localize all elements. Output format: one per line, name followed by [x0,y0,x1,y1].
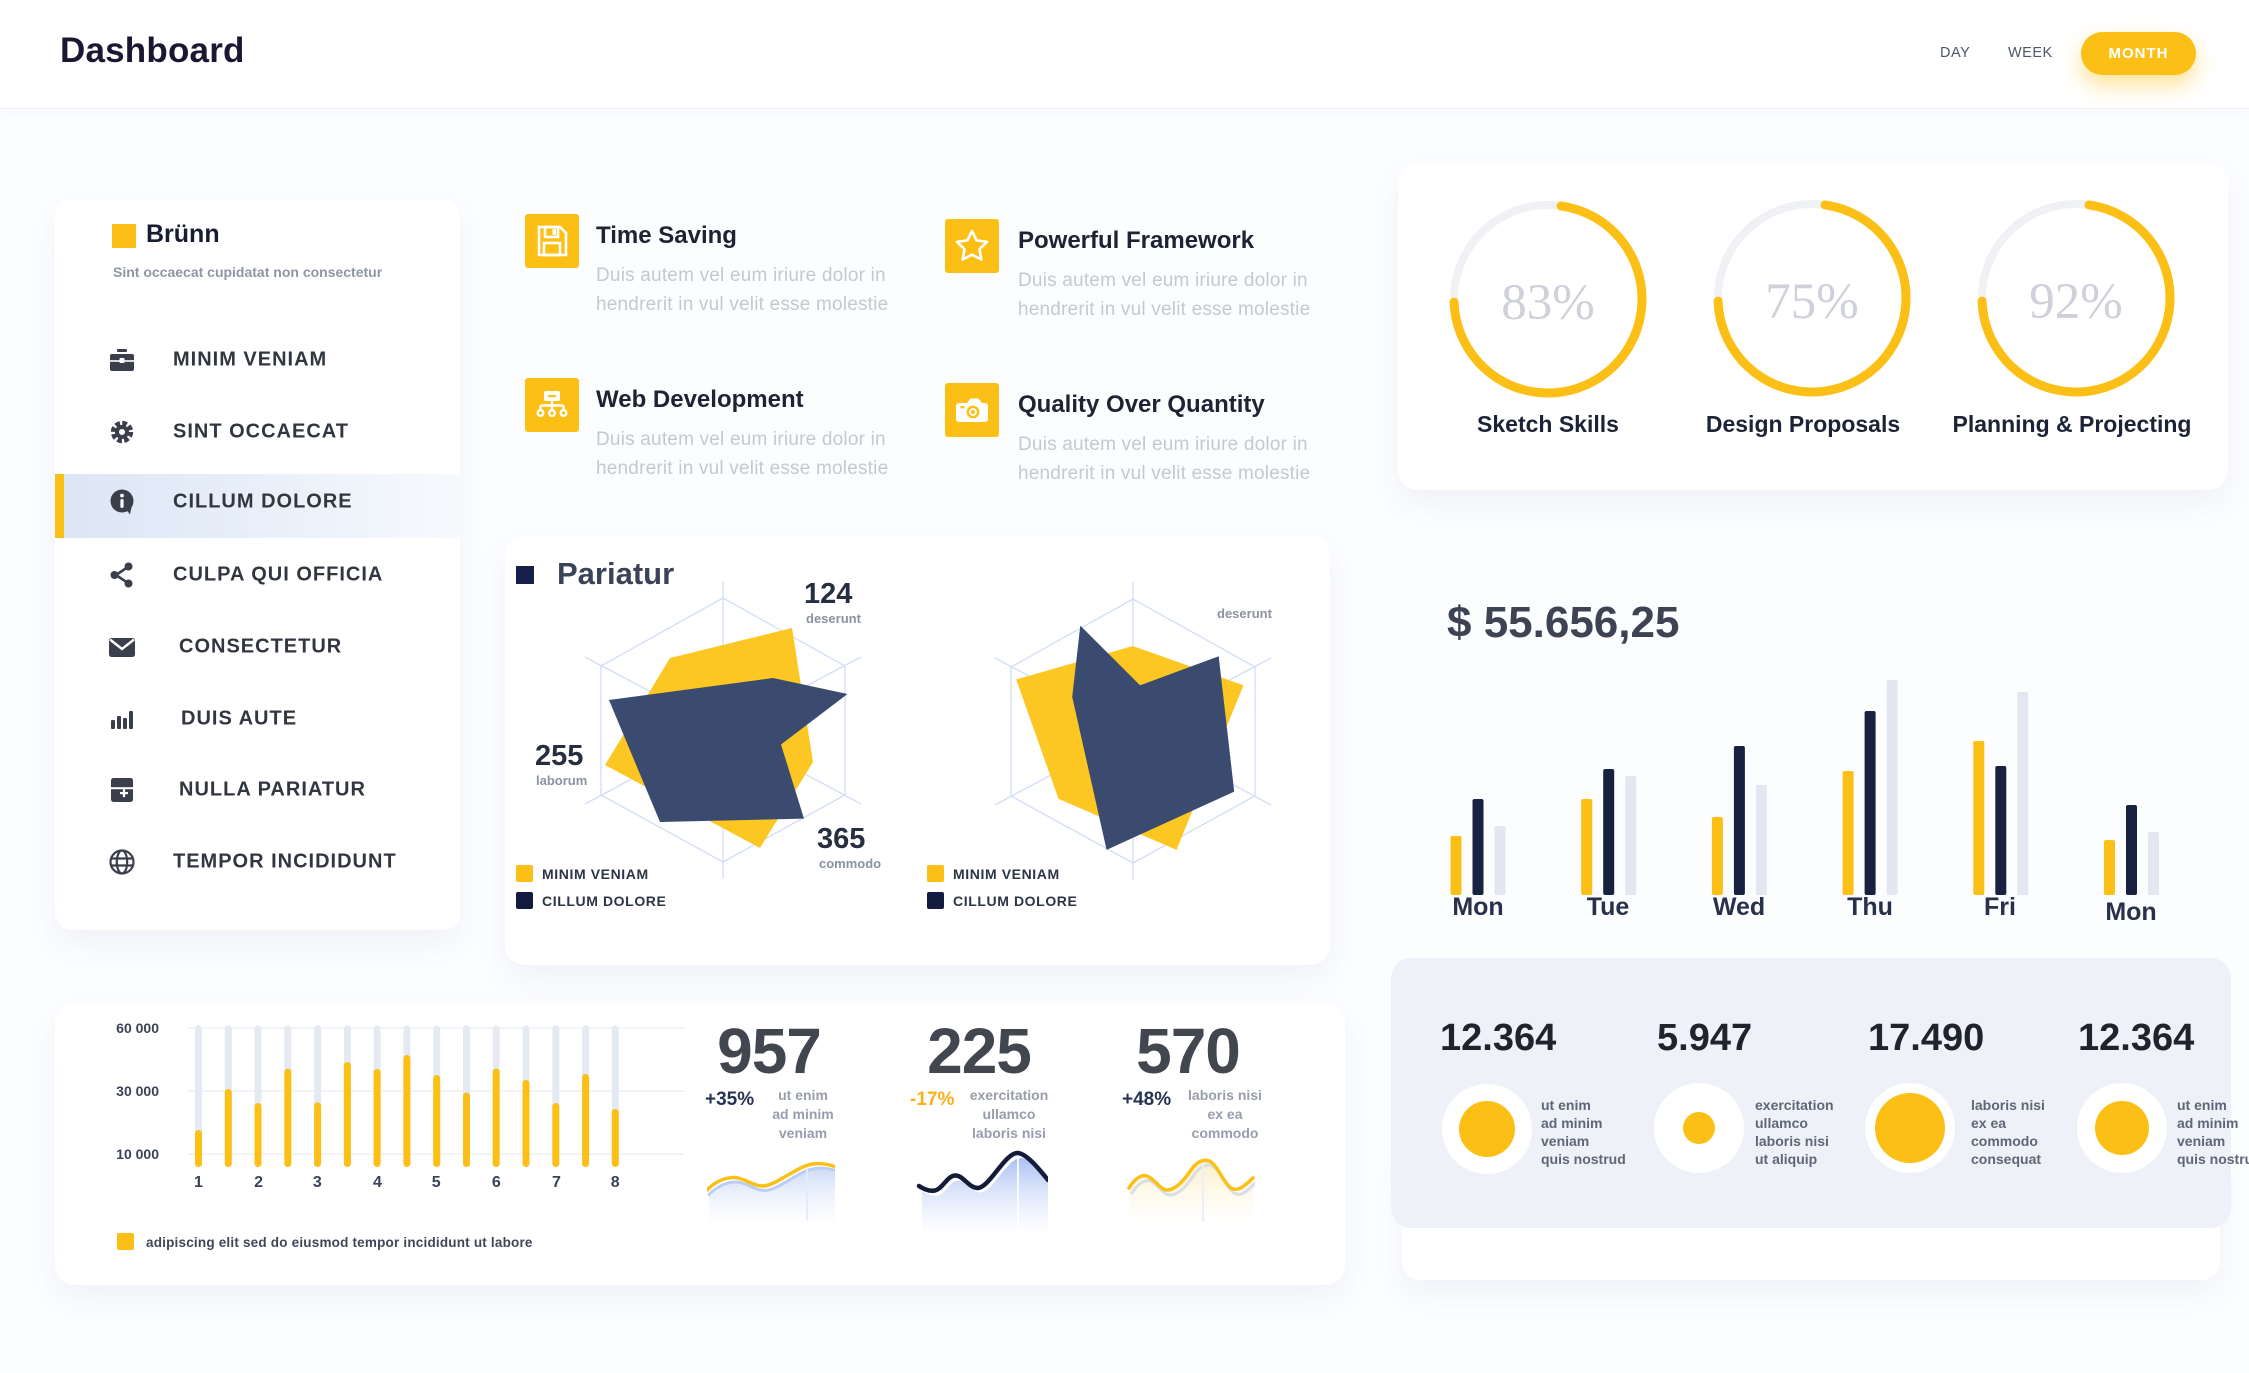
svg-text:83%: 83% [1501,275,1594,331]
svg-text:92%: 92% [2029,274,2122,330]
svg-text:75%: 75% [1765,274,1858,330]
